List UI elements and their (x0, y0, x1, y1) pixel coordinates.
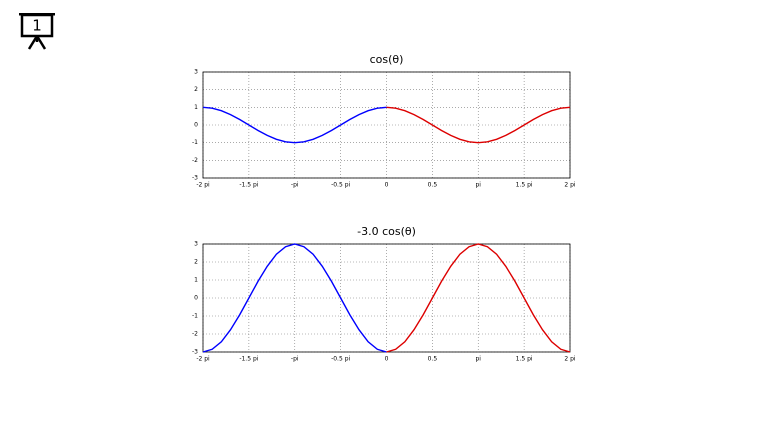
x-tick-label: -0.5 pi (331, 356, 350, 363)
y-tick-label: -3 (192, 349, 198, 356)
y-tick-label: 2 (194, 259, 198, 266)
x-tick-label: pi (476, 182, 482, 189)
y-tick-label: 0 (194, 295, 198, 302)
y-tick-label: 1 (194, 277, 198, 284)
x-tick-label: -pi (291, 356, 299, 363)
x-tick-label: 0 (385, 356, 389, 363)
x-tick-label: 2 pi (564, 182, 576, 189)
y-tick-label: -3 (192, 175, 198, 182)
x-tick-label: 0.5 (428, 356, 438, 363)
line-series (202, 106, 387, 144)
x-tick-label: -1.5 pi (239, 182, 258, 189)
y-tick-label: -1 (192, 139, 198, 146)
x-tick-label: 0.5 (428, 182, 438, 189)
y-tick-label: -1 (192, 313, 198, 320)
x-tick-label: 0 (385, 182, 389, 189)
x-tick-label: -1.5 pi (239, 356, 258, 363)
y-tick-label: 3 (194, 241, 198, 248)
x-tick-label: -pi (291, 182, 299, 189)
x-tick-label: 1.5 pi (516, 182, 533, 189)
y-tick-label: -2 (192, 331, 198, 338)
y-tick-label: -2 (192, 157, 198, 164)
chart-title: cos(θ) (370, 53, 404, 66)
line-series (386, 243, 571, 353)
presentation-icon: 1 (19, 13, 55, 50)
line-series (202, 243, 387, 353)
x-tick-label: -2 pi (196, 356, 210, 363)
x-tick-label: -0.5 pi (331, 182, 350, 189)
y-tick-label: 1 (194, 104, 198, 111)
x-tick-label: 2 pi (564, 356, 576, 363)
x-tick-label: 1.5 pi (516, 356, 533, 363)
x-tick-label: pi (476, 356, 482, 363)
slide-number: 1 (32, 17, 42, 35)
line-series (386, 106, 571, 144)
y-tick-label: 2 (194, 86, 198, 93)
x-tick-label: -2 pi (196, 182, 210, 189)
y-tick-label: 3 (194, 69, 198, 76)
chart-title: -3.0 cos(θ) (357, 225, 416, 238)
y-tick-label: 0 (194, 122, 198, 129)
plot-frame (202, 71, 571, 179)
